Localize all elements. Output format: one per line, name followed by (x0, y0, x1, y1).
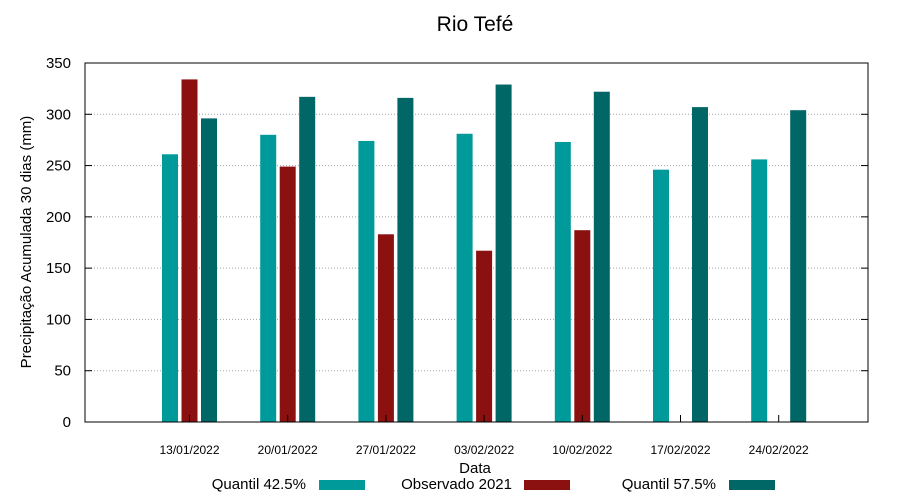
x-tick-label: 24/02/2022 (749, 443, 809, 457)
bar (299, 96, 316, 422)
x-axis-ticks: 13/01/2022 20/01/2022 27/01/2022 03/02/2022… (159, 415, 809, 457)
legend-swatch (524, 480, 570, 490)
legend-label: Quantil 42.5% (212, 476, 306, 493)
y-tick-label: 0 (63, 414, 71, 431)
bar (162, 154, 178, 422)
legend: Quantil 42.5% Observado 2021 Quantil 57.5% (212, 476, 775, 493)
chart-title: Rio Tefé (437, 13, 514, 36)
x-tick-label: 13/01/2022 (159, 443, 219, 457)
y-tick-label: 150 (46, 260, 71, 277)
bar (751, 159, 768, 422)
bar (358, 140, 375, 422)
y-tick-label: 250 (46, 158, 71, 175)
bars (162, 79, 807, 423)
bar (201, 118, 217, 422)
y-tick-label: 50 (54, 363, 71, 380)
bar (279, 166, 296, 422)
bar (495, 84, 512, 422)
y-tick-label: 300 (46, 106, 71, 123)
x-tick-label: 10/02/2022 (552, 443, 612, 457)
bar (377, 234, 394, 422)
x-tick-label: 17/02/2022 (650, 443, 710, 457)
plot-frame (84, 62, 869, 423)
bar (653, 169, 669, 422)
legend-label: Observado 2021 (401, 476, 512, 493)
bar (692, 107, 708, 422)
bar (456, 133, 473, 422)
y-tick-label: 200 (46, 209, 71, 226)
y-tick-label: 100 (46, 311, 71, 328)
bar (397, 97, 414, 423)
x-tick-label: 03/02/2022 (454, 443, 514, 457)
legend-swatch (729, 480, 775, 490)
bar (476, 250, 493, 422)
legend-label: Quantil 57.5% (622, 476, 716, 493)
bar (181, 79, 198, 422)
x-tick-label: 27/01/2022 (356, 443, 416, 457)
bar (554, 141, 571, 423)
y-axis-ticks: 0 50 100 150 200 250 300 350 (46, 55, 868, 431)
y-axis-label: Precipitação Acumulada 30 dias (mm) (18, 116, 35, 369)
bar (260, 134, 277, 423)
x-tick-label: 20/01/2022 (258, 443, 318, 457)
x-axis-label: Data (459, 460, 491, 477)
bar (790, 110, 807, 422)
bar (574, 230, 591, 422)
bar (593, 91, 610, 422)
y-tick-label: 350 (46, 55, 71, 72)
legend-swatch (319, 480, 365, 490)
